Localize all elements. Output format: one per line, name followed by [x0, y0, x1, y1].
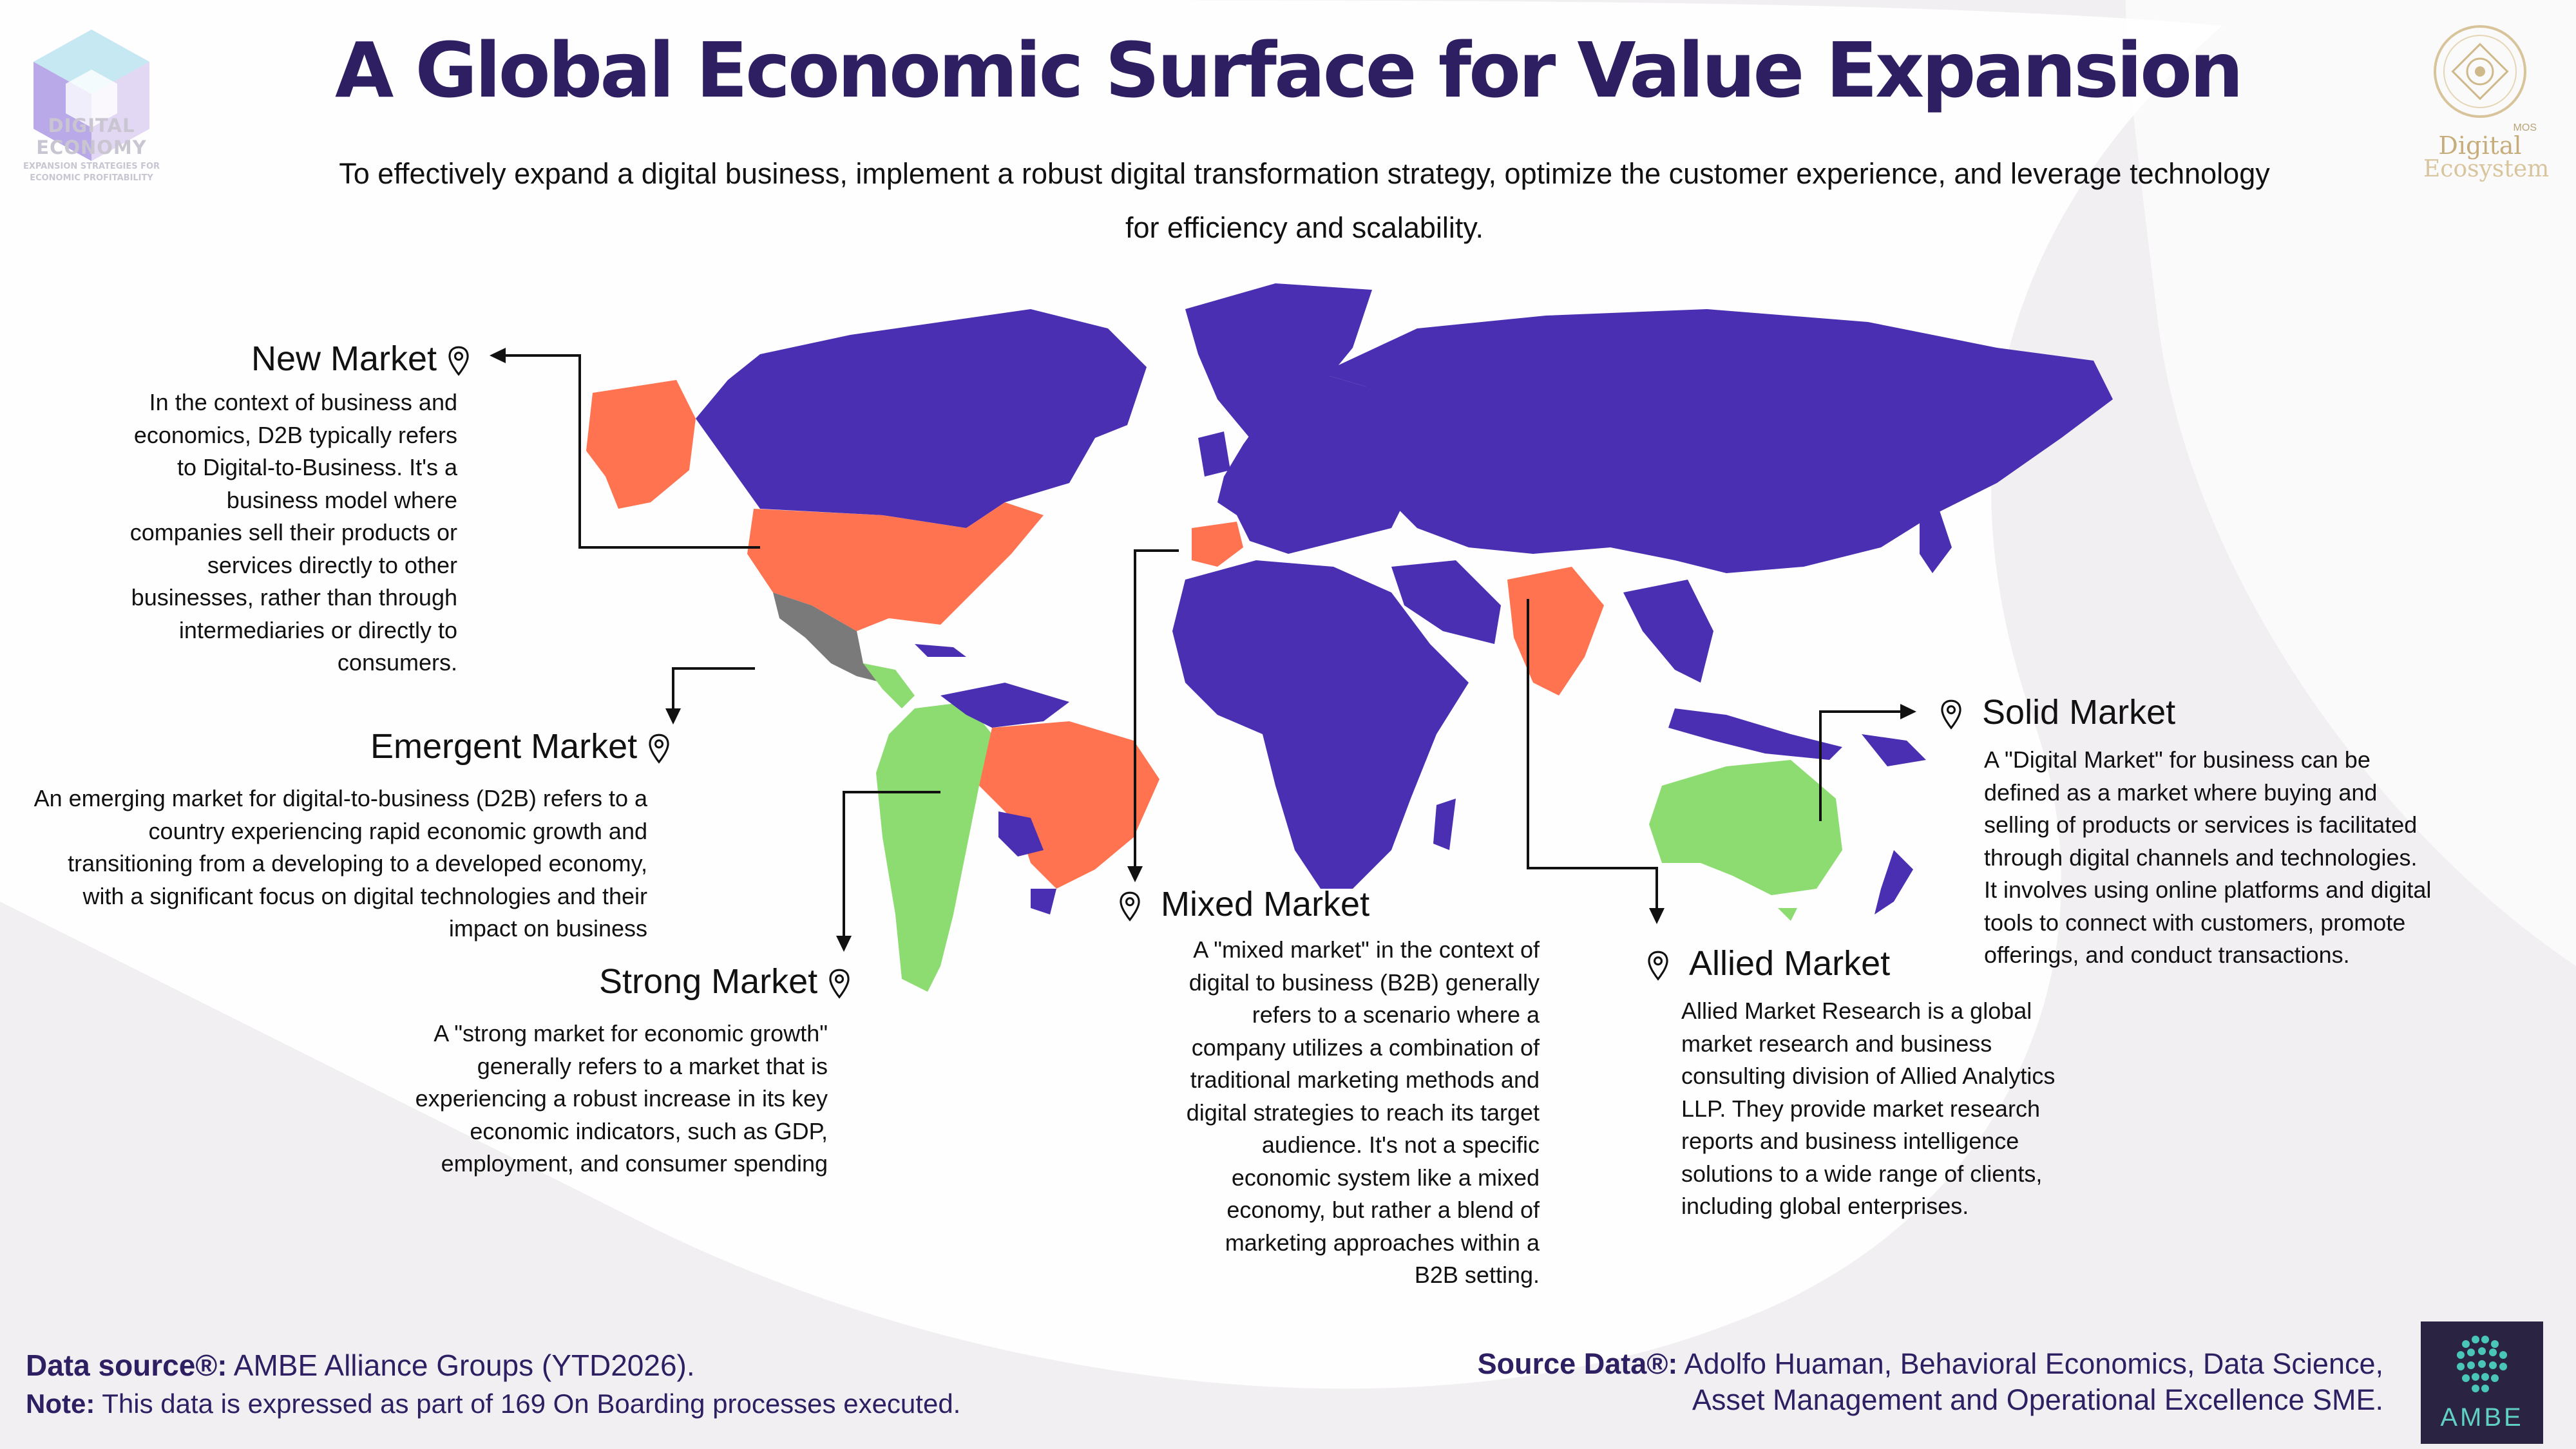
region-mexico: [773, 592, 883, 683]
region-africa: [1172, 560, 1469, 889]
region-new-zealand: [1875, 850, 1913, 914]
new-market-title-row: New Market: [251, 339, 471, 379]
logo-badge: MOS: [2513, 122, 2537, 133]
digital-economy-cube-icon: [33, 30, 149, 161]
data-source-value: AMBE Alliance Groups (YTD2026).: [233, 1349, 695, 1382]
region-paraguay: [998, 811, 1044, 857]
region-asia: [1321, 309, 2113, 573]
location-pin-icon: [649, 734, 669, 764]
location-pin-icon: [1120, 891, 1140, 922]
source-data-label: Source Data®:: [1477, 1347, 1678, 1380]
logo-name: DIGITAL ECONOMY: [36, 115, 147, 158]
allied-market-description: Allied Market Research is a global marke…: [1681, 998, 2056, 1219]
region-tasmania: [1778, 908, 1797, 921]
location-pin-icon: [829, 969, 850, 999]
region-southeast-asia: [1623, 580, 1713, 683]
mixed-market-title: Mixed Market: [1161, 885, 1370, 923]
region-uruguay: [1031, 889, 1056, 914]
location-pin-icon: [1941, 699, 1961, 730]
region-brazil: [979, 721, 1159, 889]
ambe-dots-icon: [2457, 1336, 2507, 1392]
page-title: A Global Economic Surface for Value Expa…: [334, 26, 2244, 115]
new-market-description: In the context of business and economics…: [129, 389, 457, 676]
ambe-logo-text: AMBE: [2440, 1403, 2524, 1432]
solid-market-title: Solid Market: [1982, 693, 2176, 732]
note-label: Note:: [26, 1388, 95, 1419]
region-uk: [1198, 431, 1230, 477]
note-value: This data is expressed as part of 169 On…: [102, 1388, 961, 1419]
strong-market-description: A "strong market for economic growth" ge…: [415, 1020, 828, 1177]
digital-ecosystem-logo: MOS Digital Ecosystem: [2423, 23, 2550, 184]
region-usa: [747, 502, 1044, 631]
ambe-logo: AMBE: [2421, 1321, 2543, 1444]
region-south-america-west: [876, 702, 992, 992]
data-source-label: Data source®:: [26, 1349, 227, 1382]
region-northern-south-america: [940, 683, 1069, 728]
region-spain: [1192, 522, 1243, 567]
note-line: Note: This data is expressed as part of …: [26, 1385, 960, 1423]
region-central-america: [863, 663, 915, 708]
logo-tagline: EXPANSION STRATEGIES FOR ECONOMIC PROFIT…: [23, 162, 160, 183]
digital-economy-logo-text: DIGITAL ECONOMY EXPANSION STRATEGIES FOR…: [14, 115, 169, 184]
region-indonesia: [1668, 708, 1842, 760]
emergent-market-title-row: Emergent Market: [370, 726, 671, 766]
emergent-market-title: Emergent Market: [370, 727, 638, 766]
region-canada: [696, 309, 1147, 528]
source-data-value-2: Asset Management and Operational Excelle…: [1692, 1383, 2383, 1416]
region-middle-east: [1391, 560, 1501, 644]
region-japan: [1920, 509, 1952, 573]
mixed-market-title-row: Mixed Market: [1118, 884, 1369, 924]
solid-market-description: A "Digital Market" for business can be d…: [1984, 746, 2432, 968]
region-alaska: [586, 380, 696, 509]
region-india: [1507, 567, 1604, 696]
strong-market-title-row: Strong Market: [599, 961, 852, 1001]
location-pin-icon: [1648, 951, 1668, 981]
region-australia: [1649, 760, 1842, 895]
region-papua: [1862, 734, 1926, 766]
allied-market-title-row: Allied Market: [1646, 943, 1890, 983]
new-market-title: New Market: [251, 339, 437, 378]
logo-line2: Ecosystem: [2423, 156, 2550, 182]
region-greenland: [1185, 283, 1372, 438]
footer-right: Source Data®: Adolfo Huaman, Behavioral …: [1430, 1346, 2383, 1418]
region-madagascar: [1433, 799, 1456, 850]
mixed-market-description: A "mixed market" in the context of digit…: [1186, 936, 1540, 1288]
source-data-value-1: Adolfo Huaman, Behavioral Economics, Dat…: [1684, 1347, 2383, 1380]
region-caribbean: [915, 644, 966, 657]
footer-left: Data source®: AMBE Alliance Groups (YTD2…: [26, 1346, 960, 1423]
location-pin-icon: [448, 346, 469, 376]
logo-line1: Digital: [2438, 131, 2522, 160]
strong-market-title: Strong Market: [599, 962, 818, 1001]
data-source-line: Data source®: AMBE Alliance Groups (YTD2…: [26, 1346, 960, 1385]
solid-market-title-row: Solid Market: [1939, 692, 2175, 732]
source-data-line-1: Source Data®: Adolfo Huaman, Behavioral …: [1430, 1346, 2383, 1382]
allied-market-title: Allied Market: [1689, 944, 1891, 983]
region-europe: [1217, 374, 1417, 554]
ecosystem-seal-icon: [2434, 25, 2526, 118]
emergent-market-description: An emerging market for digital-to-busine…: [33, 785, 647, 942]
page-subtitle: To effectively expand a digital business…: [339, 157, 2270, 244]
